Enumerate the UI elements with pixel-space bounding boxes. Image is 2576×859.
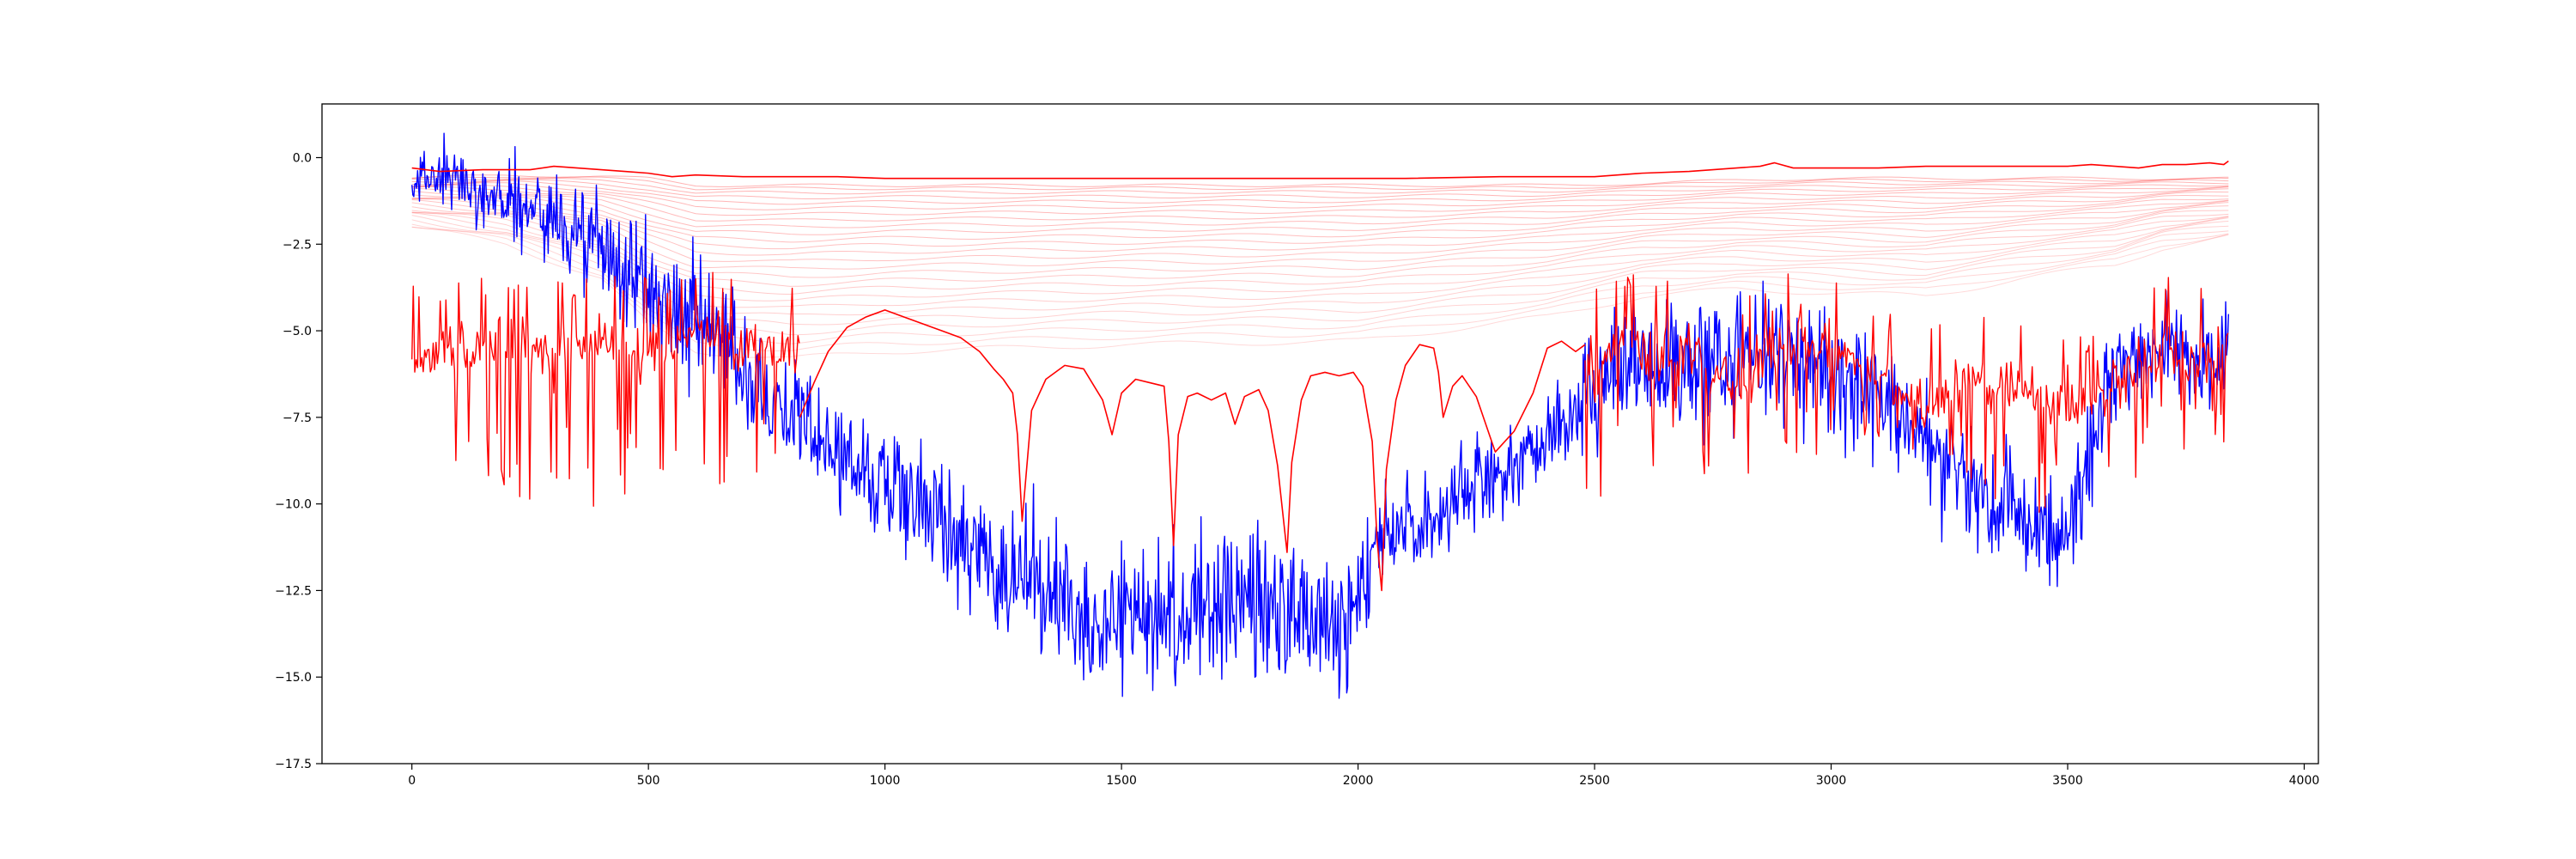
plot-frame [321,103,2319,765]
faint-red-line [411,199,2229,270]
y-tick-label: −12.5 [275,584,312,598]
faint-red-line [411,178,2229,195]
faint-red-line [411,174,2229,187]
faint-red-line [411,223,2229,344]
faint-red-line [411,202,2229,278]
faint-red-line [411,219,2229,336]
y-tick-label: −17.5 [275,758,312,771]
faint-red-line [411,210,2229,295]
faint-red-line [411,215,2229,326]
y-tick-label: −15.0 [275,671,312,685]
red-series-line [1584,273,2229,513]
faint-red-line [411,184,2229,216]
y-tick-label: −5.0 [283,325,312,338]
x-tick-label: 500 [637,774,660,788]
series-group [411,132,2229,699]
faint-red-line [411,211,2229,308]
red-series-line [411,160,2229,180]
faint-red-line [411,212,2229,316]
y-tick-label: −7.5 [283,411,312,425]
faint-red-line [411,187,2229,228]
x-tick-label: 2500 [1579,774,1610,788]
y-tick-label: −2.5 [283,238,312,252]
faint-red-line [411,176,2229,191]
x-tick-label: 0 [408,774,416,788]
x-tick-label: 4000 [2289,774,2320,788]
y-tick-label: −10.0 [275,498,312,512]
faint-red-line [411,198,2229,256]
faint-red-line [411,191,2229,235]
red-series-line [411,271,800,507]
y-tick-label: 0.0 [293,151,312,165]
red-series-line [799,309,1586,592]
x-tick-label: 1500 [1106,774,1137,788]
x-axis: 0 500 1000 1500 2000 2500 3000 3500 4000 [408,764,2319,788]
x-tick-label: 2000 [1343,774,1374,788]
faint-red-line [411,180,2229,205]
faint-red-line [411,179,2229,200]
faint-red-line [411,206,2229,287]
x-tick-label: 1000 [870,774,901,788]
faint-red-line [411,197,2229,250]
x-tick-label: 3000 [1816,774,1847,788]
faint-red-line [411,186,2229,222]
faint-red-line [411,194,2229,243]
y-axis: 0.0 −2.5 −5.0 −7.5 −10.0 −12.5 −15.0 −17.5 [275,151,322,771]
faint-red-line [411,211,2229,302]
x-tick-label: 3500 [2052,774,2083,788]
faint-red-series-group [411,174,2229,358]
faint-red-line [411,182,2229,210]
faint-red-line [411,198,2229,262]
